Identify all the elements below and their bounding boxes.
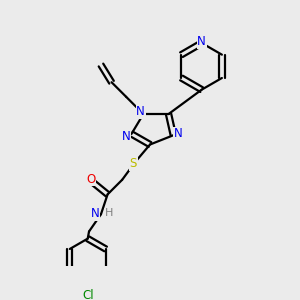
Text: N: N — [122, 130, 130, 142]
Text: N: N — [197, 35, 206, 48]
Text: S: S — [130, 158, 137, 170]
Text: H: H — [105, 208, 113, 218]
Text: N: N — [91, 207, 100, 220]
Text: Cl: Cl — [82, 290, 94, 300]
Text: O: O — [86, 173, 95, 186]
Text: N: N — [174, 128, 182, 140]
Text: N: N — [136, 105, 145, 118]
